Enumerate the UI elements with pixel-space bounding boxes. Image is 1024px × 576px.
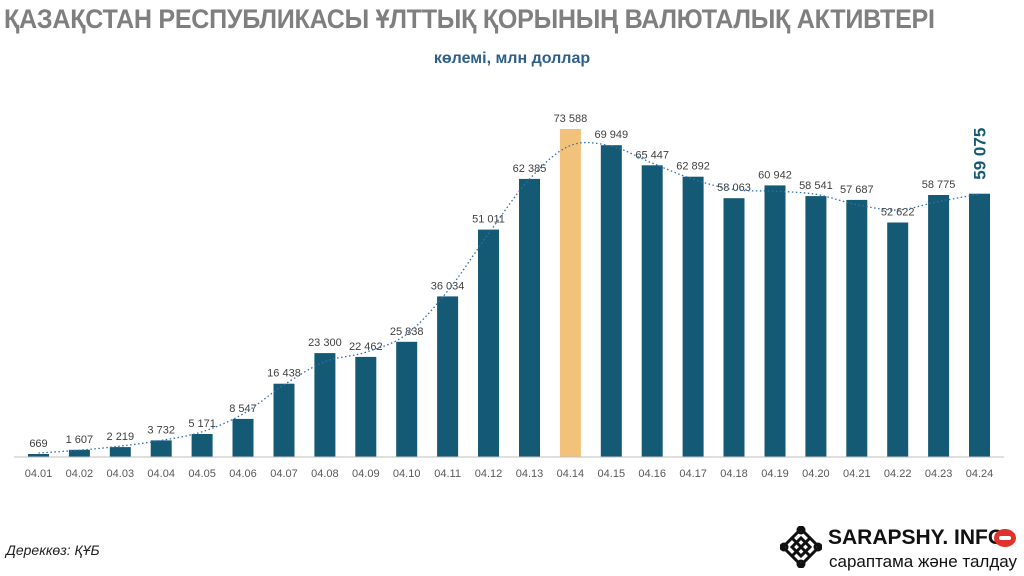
bar: [969, 193, 990, 457]
x-tick-label: 04.03: [107, 468, 135, 480]
x-tick-label: 04.18: [720, 468, 748, 480]
x-tick-label: 04.08: [311, 468, 339, 480]
bar: [928, 195, 950, 457]
bar: [559, 129, 581, 457]
bar: [641, 165, 663, 458]
bar: [846, 199, 868, 457]
data-label: 58 775: [922, 179, 956, 191]
data-label: 5 171: [188, 418, 216, 430]
trendline: [38, 141, 980, 454]
data-label: 36 034: [431, 280, 465, 292]
bar: [150, 440, 172, 457]
bar: [682, 176, 704, 457]
bar: [355, 356, 377, 457]
x-tick-label: 04.22: [884, 468, 912, 480]
x-tick-label: 04.20: [802, 468, 830, 480]
x-tick-label: 04.04: [147, 468, 175, 480]
data-label: 669: [29, 438, 47, 450]
data-label: 2 219: [107, 431, 135, 443]
x-tick-label: 04.07: [270, 468, 298, 480]
brand-tagline: сарaптама және талдау: [829, 552, 1018, 571]
bar: [478, 229, 499, 457]
source-note: Дереккөз: ҚҰБ: [6, 542, 100, 558]
x-tick-label: 04.21: [843, 468, 871, 480]
x-tick-label: 04.15: [598, 468, 626, 480]
bar: [437, 296, 459, 457]
data-label: 58 063: [717, 182, 751, 194]
data-label: 3 732: [147, 424, 175, 436]
x-tick-label: 04.10: [393, 468, 421, 480]
bar: [273, 383, 295, 457]
data-label: 51 011: [472, 214, 505, 226]
bar: [764, 185, 786, 457]
bar: [396, 341, 418, 457]
x-tick-label: 04.19: [761, 468, 789, 480]
data-label: 8 547: [229, 403, 257, 415]
data-label: 25 838: [390, 326, 424, 338]
data-label: 23 300: [308, 337, 342, 349]
data-label: 62 385: [513, 163, 547, 175]
x-tick-label: 04.12: [475, 468, 503, 480]
knot-logo-icon: [780, 526, 822, 568]
data-label: 69 949: [594, 129, 628, 141]
x-tick-label: 04.17: [679, 468, 707, 480]
bar: [519, 178, 540, 457]
data-label: 73 588: [554, 113, 588, 125]
data-label: 1 607: [66, 434, 94, 446]
bar: [68, 449, 90, 457]
data-label: 62 892: [676, 161, 710, 173]
x-tick-label: 04.05: [188, 468, 216, 480]
data-label: 58 541: [799, 180, 833, 192]
x-tick-label: 04.14: [557, 468, 585, 480]
data-label: 57 687: [840, 184, 874, 196]
data-label: 65 447: [635, 149, 669, 161]
data-label: 59 075: [971, 128, 990, 180]
data-label: 60 942: [758, 169, 792, 181]
bar: [109, 447, 131, 457]
bar: [314, 353, 336, 457]
x-tick-label: 04.01: [25, 468, 53, 480]
bar: [232, 418, 254, 457]
bar: [887, 222, 909, 457]
data-label: 52 622: [881, 207, 915, 219]
x-tick-label: 04.11: [434, 468, 461, 480]
x-tick-label: 04.16: [638, 468, 666, 480]
page-title: ҚАЗАҚСТАН РЕСПУБЛИКАСЫ ҰЛТТЫҚ ҚОРЫНЫҢ ВА…: [4, 4, 935, 34]
x-tick-label: 04.06: [229, 468, 257, 480]
x-tick-label: 04.02: [66, 468, 94, 480]
x-tick-label: 04.13: [516, 468, 544, 480]
data-label: 22 462: [349, 341, 383, 353]
bar: [723, 198, 745, 457]
bar: [600, 145, 622, 457]
bar: [191, 434, 213, 457]
bar: [28, 454, 49, 457]
bar-chart: 04.01 669 04.02 1 607 04.03 2 219 04.04 3 732 04…: [14, 113, 1004, 480]
x-tick-label: 04.09: [352, 468, 380, 480]
x-tick-label: 04.23: [925, 468, 953, 480]
brand-badge-icon: [994, 529, 1016, 547]
data-label: 16 438: [267, 368, 301, 380]
bar: [805, 196, 827, 457]
chart-subtitle: көлемі, млн доллар: [433, 50, 591, 67]
brand-name: SARAPSHY. INFO: [828, 526, 1005, 549]
x-tick-label: 04.24: [966, 468, 994, 480]
